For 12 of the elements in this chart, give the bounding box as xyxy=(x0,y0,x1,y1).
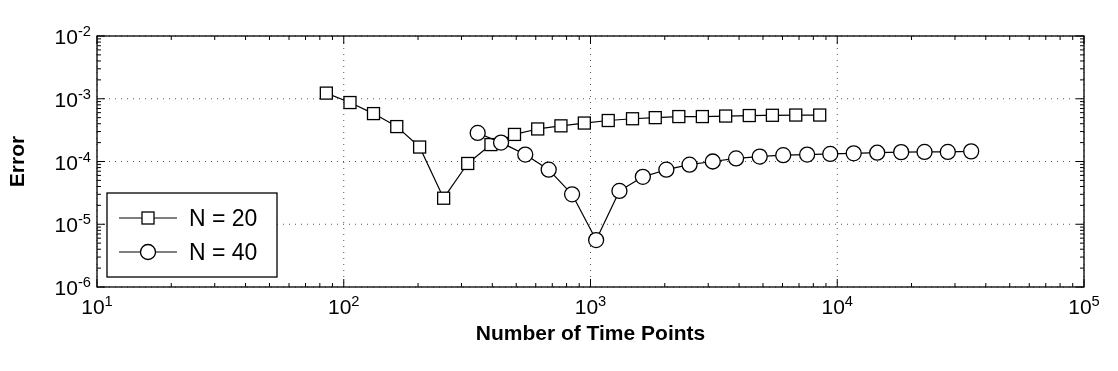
x-tick-label: 10$^{2}$ xyxy=(327,293,360,318)
y-tick-label: 10$^{-3}$ xyxy=(54,85,91,111)
y-tick-label: 10$^{-2}$ xyxy=(54,23,91,48)
y-tick-label: 10$^{-5}$ xyxy=(54,211,91,237)
legend-label: N = 40 xyxy=(189,239,258,265)
legend-label: N = 20 xyxy=(189,205,258,231)
x-tick-label: 10$^{3}$ xyxy=(574,293,607,318)
x-tick-label: 10$^{4}$ xyxy=(821,293,854,318)
x-axis-title: Number of Time Points xyxy=(475,321,706,344)
y-axis-title: Error xyxy=(5,135,28,188)
x-tick-label: 10$^{5}$ xyxy=(1068,293,1100,318)
y-tick-label: 10$^{-4}$ xyxy=(54,148,91,174)
